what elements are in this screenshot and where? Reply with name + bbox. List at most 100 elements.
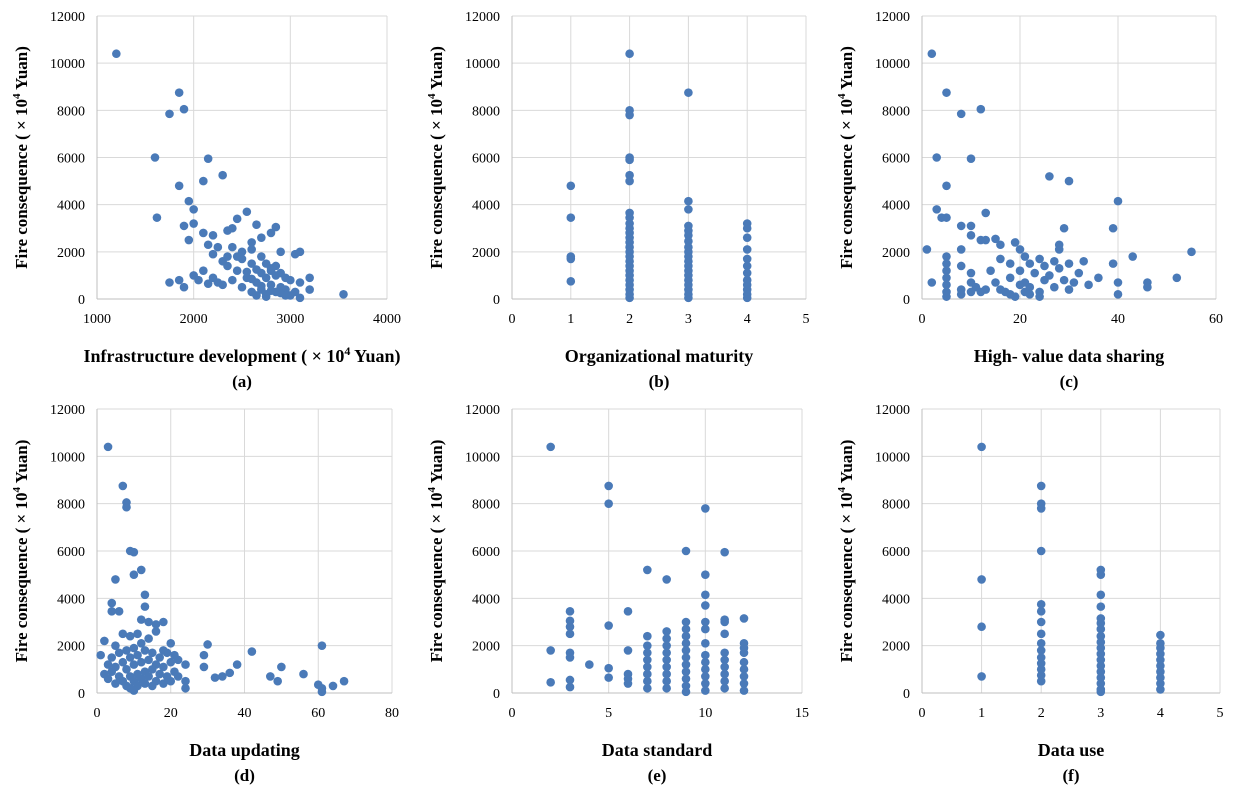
- data-point: [179, 104, 189, 114]
- data-point: [208, 249, 218, 259]
- data-point: [1030, 268, 1039, 278]
- data-point: [932, 153, 941, 162]
- y-tick-label: 10000: [465, 57, 500, 72]
- data-point: [1096, 667, 1106, 676]
- data-point: [203, 640, 212, 649]
- x-tick-label: 20: [1013, 312, 1027, 327]
- data-point: [684, 205, 693, 214]
- data-point: [1096, 673, 1106, 682]
- panel-label: (e): [648, 766, 667, 785]
- data-point: [107, 607, 117, 616]
- panel-label: (f): [1063, 766, 1080, 785]
- y-tick-label: 2000: [472, 246, 500, 261]
- data-point: [684, 196, 693, 206]
- x-tick-label: 1000: [83, 312, 111, 327]
- y-axis-title: Fire consequence ( × 104 Yuan): [11, 46, 31, 269]
- data-point: [565, 622, 575, 632]
- data-point: [662, 575, 671, 584]
- data-point: [566, 213, 576, 222]
- data-point: [701, 624, 710, 634]
- y-tick-label: 8000: [472, 104, 500, 119]
- data-point: [203, 240, 213, 250]
- chart-panel-6: 0 1 2 3 4 5 0 2000 4000 6000 8000 10000 12000 Data us…: [836, 403, 1224, 785]
- data-point: [151, 660, 161, 669]
- y-tick-label: 0: [78, 687, 85, 702]
- data-point: [266, 228, 276, 238]
- chart-panel-5: 0 5 10 15 0 2000 4000 6000 8000 10000 12000 Data st…: [426, 403, 809, 785]
- data-point: [152, 213, 162, 222]
- data-point: [1113, 196, 1123, 206]
- data-point: [140, 590, 150, 600]
- data-point: [184, 196, 194, 206]
- data-point: [739, 614, 749, 623]
- data-point: [328, 681, 338, 691]
- data-point: [111, 641, 120, 650]
- data-point: [1054, 264, 1064, 273]
- data-point: [228, 275, 237, 285]
- data-point: [681, 631, 691, 641]
- data-point: [625, 213, 634, 222]
- data-point: [643, 662, 652, 672]
- data-point: [218, 170, 227, 180]
- data-point: [103, 442, 113, 452]
- data-point: [739, 686, 749, 695]
- data-point: [720, 655, 729, 665]
- x-tick-label: 60: [1209, 312, 1223, 327]
- data-point: [203, 154, 213, 163]
- data-point: [720, 662, 729, 672]
- data-point: [223, 252, 232, 261]
- data-point: [684, 293, 693, 303]
- data-point: [199, 662, 209, 672]
- data-point: [922, 245, 932, 254]
- data-point: [237, 247, 247, 257]
- data-point: [125, 653, 135, 662]
- data-point: [295, 293, 305, 303]
- data-point: [271, 271, 281, 280]
- y-axis-title: Fire consequence ( × 104 Yuan): [426, 440, 446, 663]
- data-point: [247, 259, 256, 268]
- data-point: [184, 235, 194, 245]
- data-point: [166, 657, 176, 667]
- data-point: [643, 648, 652, 658]
- data-point: [1050, 256, 1059, 266]
- data-point: [151, 627, 161, 636]
- y-tick-label: 6000: [882, 152, 910, 167]
- data-point: [1156, 685, 1165, 694]
- x-axis-title: Data use: [1038, 740, 1105, 760]
- data-point: [927, 49, 937, 59]
- data-point: [662, 669, 671, 679]
- data-point: [643, 669, 652, 679]
- data-point: [662, 655, 671, 665]
- data-point: [981, 235, 990, 245]
- data-point: [1156, 679, 1165, 688]
- y-tick-label: 12000: [50, 403, 85, 418]
- data-point: [266, 286, 276, 296]
- data-point: [122, 646, 131, 655]
- data-point: [625, 293, 634, 303]
- x-tick-label: 2: [1038, 706, 1045, 721]
- data-point: [1036, 670, 1046, 680]
- data-point: [681, 639, 691, 648]
- data-point: [546, 646, 555, 655]
- x-tick-label: 4: [744, 312, 751, 327]
- data-point: [742, 245, 752, 254]
- data-point: [739, 657, 749, 667]
- data-point: [1074, 268, 1084, 278]
- data-point: [604, 499, 613, 508]
- data-point: [942, 88, 951, 97]
- data-point: [148, 648, 157, 658]
- y-tick-label: 12000: [50, 10, 85, 25]
- data-point: [966, 221, 976, 231]
- data-point: [585, 660, 594, 669]
- data-point: [1020, 252, 1030, 261]
- data-point: [681, 546, 691, 556]
- data-point: [681, 667, 691, 676]
- data-point: [1069, 278, 1079, 287]
- data-point: [701, 590, 710, 600]
- data-point: [971, 282, 981, 292]
- data-point: [625, 176, 634, 186]
- x-tick-label: 5: [605, 706, 612, 721]
- data-point: [173, 655, 183, 665]
- data-point: [266, 672, 275, 681]
- data-point: [189, 219, 198, 228]
